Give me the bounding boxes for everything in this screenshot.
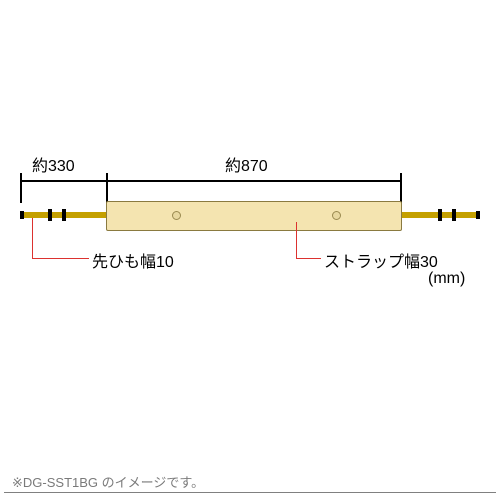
strap-tip-right xyxy=(476,211,480,219)
ann-thin-width: 先ひも幅10 xyxy=(92,248,174,272)
dim-label-pad: 約870 xyxy=(225,152,268,176)
footnote: ※DG-SST1BG のイメージです。 xyxy=(12,472,204,491)
leader-thin-width xyxy=(32,218,89,259)
strap-pad xyxy=(106,201,402,231)
ann-pad-width: ストラップ幅30 xyxy=(324,248,438,272)
leader-pad-width xyxy=(296,222,321,259)
rivet-right xyxy=(332,211,341,220)
dim-tick-split xyxy=(106,173,108,203)
dim-tick-start xyxy=(20,173,22,203)
bottom-rule xyxy=(4,492,496,493)
ann-unit: (mm) xyxy=(428,270,465,288)
buckle-4 xyxy=(452,209,456,221)
dim-line xyxy=(20,180,400,182)
buckle-3 xyxy=(438,209,442,221)
strap-dimension-diagram: 約330 約870 先ひも幅10 ストラップ幅30 (mm) ※DG-SST1B… xyxy=(0,0,500,500)
dim-label-thin: 約330 xyxy=(32,152,75,176)
rivet-left xyxy=(172,211,181,220)
dim-tick-end xyxy=(400,173,402,203)
strap-tip-left xyxy=(20,211,24,219)
